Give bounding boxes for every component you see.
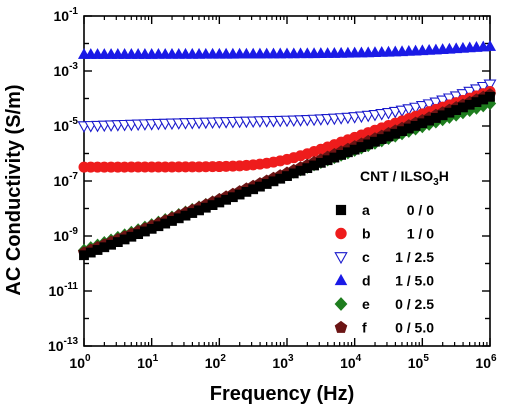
data-point-d — [483, 40, 497, 51]
x-tick-label: 100 — [69, 353, 91, 371]
data-point-c — [422, 99, 436, 111]
y-tick-label-base: 10 — [54, 63, 70, 79]
series-b — [78, 85, 496, 173]
x-tick-label-exponent: 1 — [153, 353, 159, 364]
y-tick-label: 10-11 — [49, 281, 79, 299]
legend-item-e: e 0 / 2.5 — [334, 296, 434, 312]
x-tick-label-exponent: 3 — [288, 353, 294, 364]
y-tick-label-exponent: -3 — [69, 61, 78, 72]
legend-title-main: CNT / ILSO — [360, 168, 433, 184]
x-tick-label: 104 — [340, 353, 362, 371]
data-point-c — [476, 81, 490, 94]
data-point-c — [409, 102, 423, 115]
legend-item-a: a 0 / 0 — [335, 202, 434, 218]
y-tick-label-base: 10 — [54, 228, 70, 244]
x-tick-label-exponent: 2 — [220, 353, 226, 364]
x-tick-label-exponent: 6 — [491, 353, 497, 364]
y-tick-label-base: 10 — [49, 283, 65, 299]
legend-marker-a — [335, 204, 347, 216]
legend-label-c: c — [362, 249, 370, 265]
y-tick-label-exponent: -13 — [64, 336, 79, 347]
x-tick-label-exponent: 0 — [85, 353, 91, 364]
y-tick-label-exponent: -7 — [69, 171, 78, 182]
data-point-a — [485, 91, 495, 102]
legend-label-f: f — [362, 320, 367, 336]
x-tick-label-base: 10 — [137, 355, 153, 371]
legend-title-tail: H — [439, 168, 449, 184]
y-tick-label-exponent: -9 — [69, 226, 78, 237]
legend-label-b: b — [362, 226, 371, 242]
legend-ratio-d: 1 / 5.0 — [395, 273, 434, 289]
x-tick-label-base: 10 — [340, 355, 356, 371]
legend-item-d: d 1 / 5.0 — [334, 273, 434, 289]
legend-marker-d — [334, 273, 348, 286]
x-tick-label-base: 10 — [408, 355, 424, 371]
y-tick-label-exponent: -1 — [69, 6, 78, 17]
series-a — [79, 91, 495, 261]
y-tick-label: 10-13 — [48, 336, 78, 354]
data-point-c — [402, 104, 416, 116]
y-tick-label: 10-7 — [54, 171, 79, 189]
series-group — [77, 40, 497, 261]
y-tick-label-base: 10 — [54, 118, 70, 134]
x-tick-label-base: 10 — [475, 355, 491, 371]
legend: CNT / ILSO3H a 0 / 0 b 1 / 0 c 1 / 2.5 d 1 / 5.… — [334, 168, 449, 336]
y-tick-label-exponent: -11 — [64, 281, 78, 292]
y-axis-title: AC Conductivity (S/m) — [3, 84, 25, 295]
y-tick-label: 10-1 — [54, 6, 79, 24]
legend-ratio-c: 1 / 2.5 — [395, 249, 434, 265]
legend-title: CNT / ILSO3H — [360, 168, 449, 188]
x-axis-title: Frequency (Hz) — [210, 383, 354, 405]
x-tick-label: 105 — [408, 353, 430, 371]
x-tick-label-exponent: 4 — [356, 353, 362, 364]
y-tick-label: 10-3 — [54, 61, 79, 79]
legend-ratio-e: 0 / 2.5 — [395, 296, 434, 312]
y-tick-label-base: 10 — [54, 173, 70, 189]
x-tick-label: 102 — [205, 353, 227, 371]
x-tick-label: 106 — [475, 353, 497, 371]
y-tick-label-base: 10 — [48, 338, 64, 354]
legend-label-e: e — [362, 296, 370, 312]
legend-marker-e — [334, 297, 348, 311]
series-c — [77, 79, 497, 133]
legend-item-c: c 1 / 2.5 — [334, 249, 434, 265]
legend-ratio-f: 0 / 5.0 — [395, 320, 434, 336]
x-tick-label-base: 10 — [272, 355, 288, 371]
legend-marker-b — [335, 227, 347, 240]
x-tick-label-base: 10 — [69, 355, 85, 371]
legend-item-b: b 1 / 0 — [335, 226, 434, 242]
legend-item-f: f 0 / 5.0 — [334, 320, 434, 336]
data-point-c — [483, 79, 497, 92]
data-point-c — [395, 105, 409, 118]
x-tick-label-exponent: 5 — [423, 353, 429, 364]
legend-ratio-a: 0 / 0 — [407, 202, 434, 218]
data-point-c — [429, 97, 443, 110]
x-tick-label-base: 10 — [205, 355, 221, 371]
legend-label-a: a — [362, 202, 370, 218]
legend-marker-c — [334, 252, 348, 265]
data-point-c — [436, 95, 450, 108]
x-tick-label: 103 — [272, 353, 294, 371]
legend-label-d: d — [362, 273, 371, 289]
y-tick-label-exponent: -5 — [69, 116, 78, 127]
data-point-c — [415, 101, 429, 113]
series-d — [77, 40, 497, 59]
y-tick-label: 10-9 — [54, 226, 79, 244]
y-tick-label-base: 10 — [54, 8, 70, 24]
legend-ratio-b: 1 / 0 — [407, 226, 434, 242]
x-tick-label: 101 — [137, 353, 159, 371]
axes-group: 100 101 102 103 104 105 10610-1310-1110-910-71… — [48, 6, 497, 371]
y-tick-label: 10-5 — [54, 116, 79, 134]
legend-title-subscript: 3 — [433, 177, 439, 188]
legend-marker-f — [334, 320, 348, 333]
